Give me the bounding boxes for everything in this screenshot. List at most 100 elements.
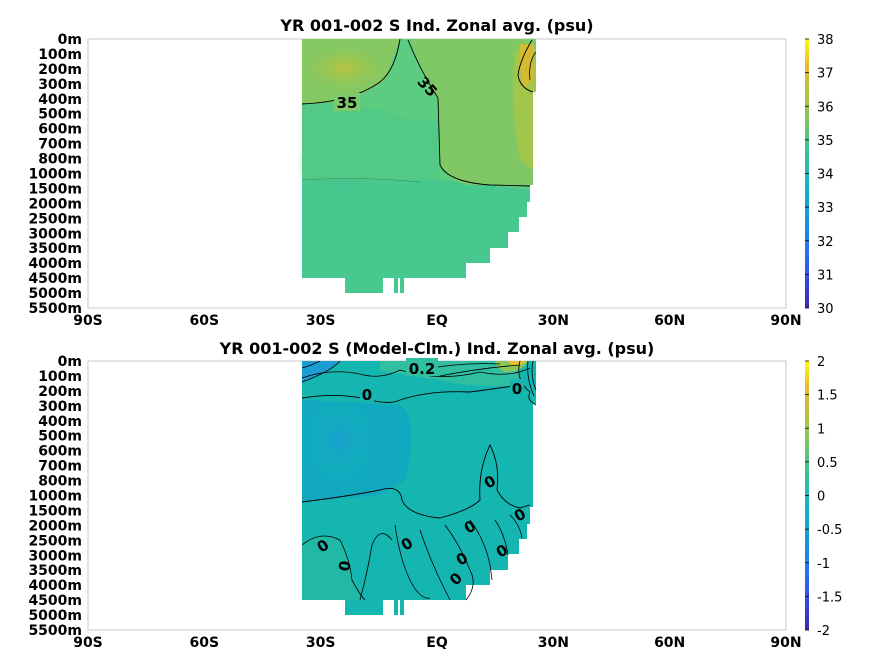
panel2-title: YR 001-002 S (Model-Clm.) Ind. Zonal avg… (219, 339, 655, 358)
colorbar-tick-label: 33 (817, 201, 834, 216)
y-tick-label: 1500m (28, 181, 82, 197)
panel1-gulf-max (519, 44, 534, 88)
y-tick-label: 800m (38, 474, 82, 490)
panel2-surface-max (508, 361, 526, 366)
panel1-salty-core (305, 46, 385, 90)
panel2-contour-o (494, 519, 509, 556)
y-tick-label: 1000m (28, 167, 82, 183)
y-tick-label: 3500m (28, 563, 82, 579)
x-tick-label: 60S (190, 635, 220, 651)
colorbar-tick-label: -0.5 (817, 523, 842, 538)
y-tick-label: 400m (38, 92, 82, 108)
y-tick-label: 4000m (28, 578, 82, 594)
x-tick-label: 60S (190, 313, 220, 329)
panel1-intermediate (302, 104, 440, 180)
panel2-contour-label: 0 (512, 380, 522, 398)
panel-salinity-anomaly: YR 001-002 S (Model-Clm.) Ind. Zonal avg… (28, 339, 842, 651)
colorbar-tick-label: 0 (817, 490, 825, 505)
y-tick-label: 600m (38, 122, 82, 138)
panel2-contour-j (359, 533, 393, 601)
panel2-contour-a (301, 367, 531, 379)
panel1-contour-faint (301, 178, 421, 183)
y-tick-label: 3000m (28, 548, 82, 564)
panel2-field (301, 361, 537, 615)
x-tick-label: 90N (770, 313, 801, 329)
colorbar-tick-label: -2 (817, 624, 830, 639)
panel1-colorbar: 38 37 36 35 34 33 32 31 30 (805, 33, 834, 317)
y-tick-label: 2500m (28, 211, 82, 227)
y-tick-label: 5000m (28, 286, 82, 302)
y-tick-label: 100m (38, 47, 82, 63)
y-tick-label: 800m (38, 152, 82, 168)
x-tick-label: 90N (770, 635, 801, 651)
panel2-contour-label: 0 (362, 386, 372, 404)
panel1-contour-36 (529, 51, 537, 81)
x-tick-label: 30N (538, 313, 569, 329)
y-tick-label: 5500m (28, 623, 82, 639)
colorbar-tick-label: 1.5 (817, 389, 838, 404)
colorbar-tick-label: 1 (817, 422, 825, 437)
x-tick-label: 90S (73, 635, 103, 651)
colorbar-tick-label: -1.5 (817, 590, 842, 605)
colorbar-tick-label: 31 (817, 268, 834, 283)
y-tick-label: 300m (38, 399, 82, 415)
panel2-colorbar: 2 1.5 1 0.5 0 -0.5 -1 -1.5 -2 (805, 355, 842, 639)
y-tick-label: 2500m (28, 533, 82, 549)
colorbar-tick-label: 30 (817, 302, 834, 317)
panel1-x-axis: 90S 60S 30S EQ 30N 60N 90N (73, 313, 801, 329)
y-tick-label: 1500m (28, 503, 82, 519)
panel1-deep-water (302, 180, 530, 293)
panel1-contour-label: 35 (337, 94, 358, 112)
y-tick-label: 700m (38, 137, 82, 153)
y-tick-label: 700m (38, 459, 82, 475)
x-tick-label: 90S (73, 313, 103, 329)
panel2-contour-label-bg-3 (510, 379, 524, 397)
panel2-neg-core (305, 395, 375, 485)
panel2-contour-c (301, 361, 321, 369)
panel2-contour-e (439, 364, 521, 377)
y-tick-label: 2000m (28, 196, 82, 212)
panel-salinity: YR 001-002 S Ind. Zonal avg. (psu) (28, 16, 833, 329)
x-tick-label: 30S (306, 313, 336, 329)
panel1-y-axis: 0m100m200m300m400m500m600m700m800m1000m1… (28, 32, 82, 317)
y-tick-label: 4000m (28, 256, 82, 272)
y-tick-label: 200m (38, 384, 82, 400)
colorbar-tick-label: 38 (817, 33, 834, 48)
panel2-contour-label: 0.2 (409, 360, 436, 378)
panel2-contour-label: 0 (335, 559, 355, 572)
panel2-contour-m (444, 524, 474, 601)
colorbar-tick-label: 32 (817, 235, 834, 250)
y-tick-label: 300m (38, 77, 82, 93)
panel2-ridge-a (394, 600, 398, 615)
y-tick-label: 4500m (28, 593, 82, 609)
colorbar-tick-label: 2 (817, 355, 825, 370)
y-tick-label: 3000m (28, 226, 82, 242)
y-tick-label: 200m (38, 62, 82, 78)
panel2-contour-p (509, 514, 523, 539)
panel2-x-axis: 90S 60S 30S EQ 30N 60N 90N (73, 635, 801, 651)
y-tick-label: 600m (38, 444, 82, 460)
panel1-contour-35a (301, 39, 401, 105)
panel2-contour-label-bg-2 (360, 385, 374, 403)
colorbar-tick-label: 0.5 (817, 456, 838, 471)
colorbar-tick-label: -1 (817, 557, 830, 572)
panel2-contour-zero-upper (301, 384, 521, 403)
y-tick-label: 400m (38, 414, 82, 430)
y-tick-label: 500m (38, 107, 82, 123)
panel2-contour-n (469, 519, 493, 581)
panel1-ridge-b (400, 278, 404, 293)
colorbar-tick-label: 34 (817, 168, 834, 183)
panel1-title: YR 001-002 S Ind. Zonal avg. (psu) (279, 16, 593, 35)
x-tick-label: 60N (654, 635, 685, 651)
y-tick-label: 100m (38, 369, 82, 385)
panel2-contour-f (518, 361, 537, 406)
panel1-ridge-a (394, 278, 398, 293)
panel1-contour-37 (517, 39, 534, 93)
panel1-colorbar-ticks: 38 37 36 35 34 33 32 31 30 (805, 33, 834, 317)
panel1-field (295, 39, 537, 293)
x-tick-label: 60N (654, 313, 685, 329)
panel2-contour-zero-mid (301, 443, 531, 519)
x-tick-label: EQ (426, 313, 448, 329)
panel2-contour-label-bg-1 (406, 358, 438, 376)
